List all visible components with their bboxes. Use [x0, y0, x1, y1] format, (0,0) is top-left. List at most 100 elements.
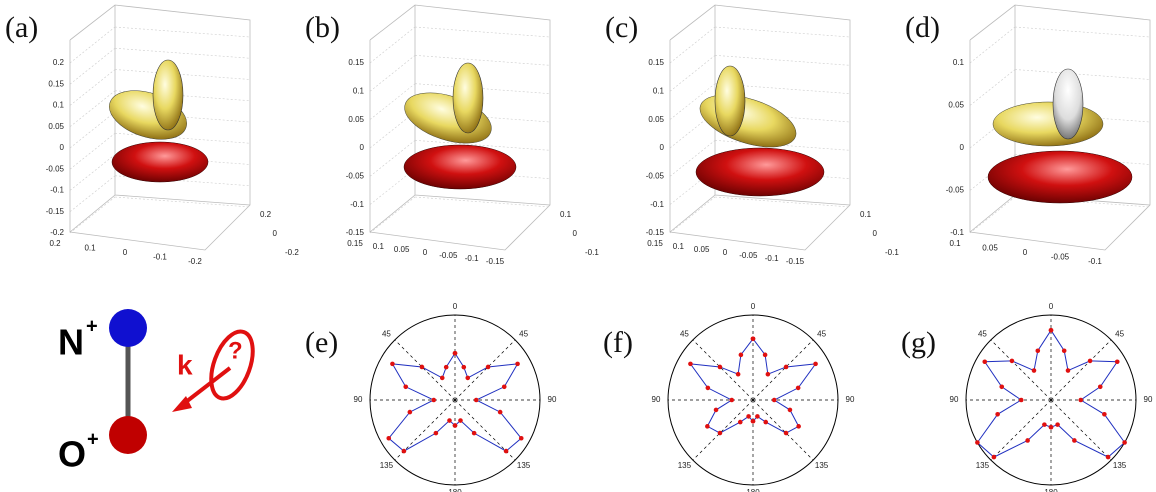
panel-label: (d) [905, 11, 940, 44]
y-tick-label: -0.1 [585, 248, 599, 257]
data-point [1102, 411, 1107, 417]
n-charge: + [86, 315, 98, 337]
k-label: k [177, 349, 193, 380]
polar-plot: (e) 0 45 45 90 90 135 135 180 [305, 302, 557, 492]
question-mark: ? [228, 337, 243, 364]
y-tick-label: 0 [573, 229, 578, 238]
grid-line [752, 339, 814, 401]
data-point [771, 397, 777, 403]
surface-panel: (c) 0.15 0.1 0.05 0 -0.05 -0.1 -0.15 0.15 0.1 0.05… [605, 4, 899, 266]
yellow-lobe [699, 94, 797, 148]
z-tick-label: 0.15 [648, 58, 664, 67]
data-point [390, 361, 395, 367]
data-point [431, 397, 437, 403]
data-point [465, 375, 471, 381]
data-point [717, 364, 723, 370]
z-tick-label: -0.05 [646, 171, 665, 180]
grid-line [669, 55, 716, 92]
y-tick-label: 0 [273, 229, 278, 238]
grid-line [69, 111, 116, 149]
y-tick-label: 0 [873, 229, 878, 238]
panel-label: (c) [605, 11, 638, 44]
data-point [452, 423, 458, 428]
data-point [999, 384, 1005, 390]
red-lobe [695, 147, 825, 197]
z-tick-label: 0.05 [648, 115, 664, 124]
angle-label: 135 [815, 461, 829, 470]
x-tick-label: 0.1 [673, 242, 685, 251]
grid-line [1050, 399, 1112, 461]
z-tick-label: 0.1 [53, 101, 65, 110]
vertical-lobe [714, 65, 746, 137]
angle-label: 135 [380, 461, 394, 470]
data-point [729, 397, 735, 403]
data-point [515, 361, 520, 367]
data-point [737, 419, 743, 425]
z-tick-label: -0.1 [950, 228, 964, 237]
x-tick-label: 0.05 [694, 245, 710, 254]
grid-line [114, 90, 251, 102]
grid-line [69, 175, 116, 212]
o-atom [109, 416, 147, 454]
data-point [401, 448, 407, 454]
grid-line [752, 399, 814, 461]
data-point [518, 435, 524, 441]
x-tick-label: 0 [1023, 248, 1028, 257]
x-tick-label: 0 [723, 248, 728, 257]
data-point [762, 352, 768, 358]
data-point [458, 418, 463, 423]
grid-line [969, 69, 1016, 106]
data-point [688, 361, 693, 367]
vertical-lobe [1052, 68, 1084, 140]
rotation-loop [209, 329, 255, 401]
axes-box [69, 4, 251, 251]
red-lobe [403, 144, 517, 190]
angle-label: 90 [548, 395, 557, 404]
z-tick-label: -0.15 [46, 207, 65, 216]
angle-label: 135 [976, 461, 990, 470]
axes-box [369, 4, 551, 251]
data-point [750, 336, 756, 342]
grid-line [114, 111, 251, 123]
data-point [755, 414, 760, 419]
grid-line [1014, 196, 1151, 208]
n-label: N [58, 322, 84, 363]
angle-label: 135 [678, 461, 692, 470]
data-point [447, 418, 452, 423]
data-point [407, 409, 413, 415]
x-tick-label: 0.05 [982, 244, 998, 253]
data-point [713, 407, 719, 413]
red-lobe [987, 150, 1133, 204]
k-arrow [180, 366, 232, 407]
data-point [1061, 348, 1067, 354]
z-tick-label: 0.2 [53, 58, 65, 67]
data-point [1035, 348, 1041, 354]
data-point [1078, 397, 1084, 403]
data-point [783, 430, 789, 436]
panel-label: (e) [305, 326, 338, 359]
grid-line [114, 26, 251, 38]
x-tick-label: 0.2 [49, 239, 61, 248]
data-point [1055, 422, 1060, 427]
grid-line [1014, 26, 1151, 38]
panel-label: (a) [5, 11, 38, 44]
data-point [443, 364, 449, 370]
angle-label: 180 [448, 488, 462, 492]
x-tick-label: -0.05 [1051, 253, 1070, 262]
z-tick-label: 0.15 [348, 58, 364, 67]
o-charge: + [87, 428, 99, 450]
data-point [403, 384, 409, 390]
data-point [705, 385, 711, 391]
axes-box [669, 4, 851, 251]
data-point [471, 430, 477, 436]
grid-line [1014, 154, 1151, 165]
grid-line [394, 399, 456, 461]
panel-label: (g) [901, 326, 936, 359]
x-tick-label: -0.1 [153, 253, 167, 262]
data-point [1105, 454, 1111, 460]
angle-label: 45 [1115, 329, 1124, 338]
grid-line [669, 26, 716, 64]
data-point [386, 435, 392, 441]
grid-line [69, 196, 116, 234]
grid-line [990, 399, 1052, 461]
